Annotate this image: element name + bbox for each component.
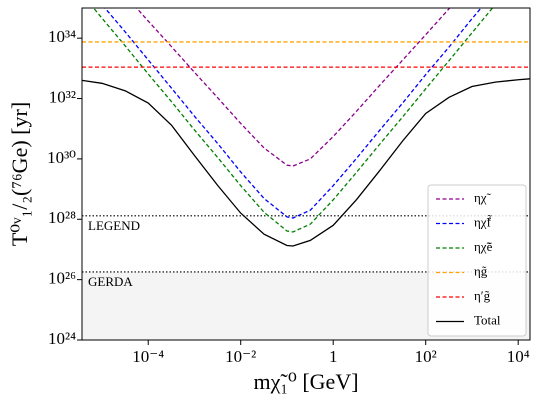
x-axis-label: mχ̃₁⁰ [GeV] [253,369,358,394]
legend: ηχ̃ηχ̃f̃ηχ̃ẽηg̃η′g̃Total [427,184,527,337]
y-axis-label: T⁰ᵛ₁/₂(⁷⁶Ge) [yr] [7,102,32,246]
y-tick-label: 10³⁰ [47,148,76,167]
series-line [135,8,451,167]
y-tick-label: 10²⁶ [48,269,76,288]
legend-label: ηχ̃f̃ [474,214,493,229]
reference-label: GERDA [88,274,133,289]
x-tick-label: 10⁴ [507,347,530,366]
x-tick-label: 10⁻⁴ [132,347,164,366]
x-tick-label: 1 [329,347,338,366]
y-tick-label: 10²⁸ [48,208,76,227]
legend-box [427,184,527,337]
series-line [82,78,530,247]
legend-label: η′g̃ [474,288,491,303]
legend-label: Total [474,312,501,327]
plot-frame [81,7,531,341]
reference-label: LEGEND [88,218,140,233]
x-tick-label: 10² [415,347,437,366]
legend-label: ηg̃ [474,263,488,278]
y-tick-label: 10³² [49,87,76,106]
y-tick-label: 10³⁴ [48,27,76,46]
x-tick-label: 10⁻² [225,347,256,366]
y-tick-label: 10²⁴ [48,329,76,348]
legend-label: ηχ̃ẽ [474,239,493,254]
